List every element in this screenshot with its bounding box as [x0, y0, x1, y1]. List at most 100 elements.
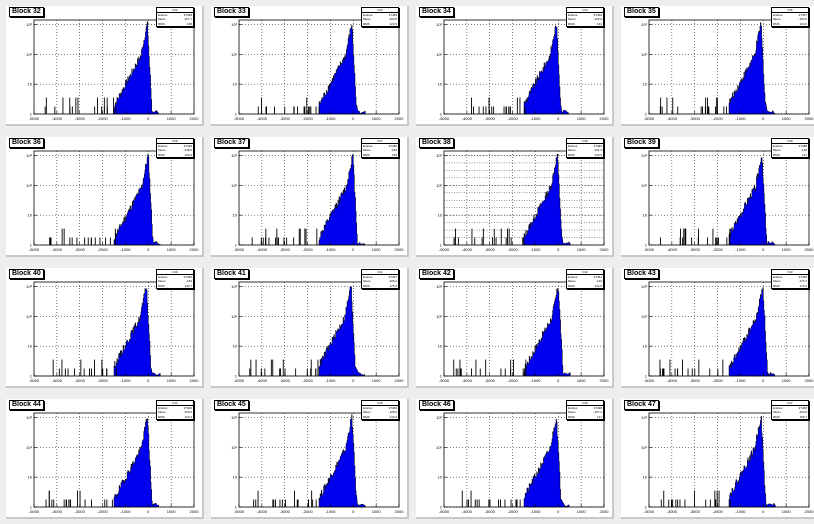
histogram-pad: -5000 -4000 -3000 -2000 -1000 0 1000 2000 1 10 10²… [211, 6, 409, 126]
stats-label: RMS [568, 152, 575, 157]
stats-value: -148.5 [183, 148, 192, 153]
histogram-pad: -5000 -4000 -3000 -2000 -1000 0 1000 2000 1 10 10²… [211, 399, 409, 519]
sparse-bin [683, 228, 685, 245]
sparse-bin [280, 368, 281, 376]
y-tick-label: 10³ [231, 415, 237, 420]
histogram-plot: -5000 -4000 -3000 -2000 -1000 0 1000 2000 1 10 10²… [641, 19, 814, 121]
y-tick-label: 1 [645, 243, 648, 248]
sparse-bin [680, 228, 681, 245]
y-tick-label: 1 [235, 243, 238, 248]
sparse-bin [525, 359, 527, 376]
x-tick-label: 2000 [395, 116, 405, 121]
histogram-fill [523, 153, 571, 246]
sparse-bin [315, 368, 317, 376]
y-tick-label: 1 [235, 112, 238, 117]
stats-row-mean: Mean -173.7 [772, 279, 808, 283]
y-tick-label: 10³ [436, 153, 442, 158]
x-tick-label: -3000 [75, 247, 86, 252]
y-tick-label: 1 [440, 505, 443, 510]
stats-name: h44 [157, 401, 193, 407]
sparse-bin [455, 368, 457, 376]
stats-label: RMS [568, 21, 575, 26]
sparse-bin [524, 106, 526, 114]
histogram-plot: -5000 -4000 -3000 -2000 -1000 0 1000 2000 1 10 10²… [26, 281, 199, 383]
histogram-fill [728, 157, 775, 246]
sparse-bin [729, 228, 731, 245]
sparse-bin [317, 359, 319, 376]
sparse-bin [682, 237, 684, 245]
sparse-bin [513, 359, 514, 376]
sparse-bin [270, 359, 272, 376]
stats-label: Mean [363, 410, 371, 415]
histogram-pad: -5000 -4000 -3000 -2000 -1000 0 1000 2000 1 10 10²… [6, 399, 204, 519]
sparse-bin [668, 499, 670, 507]
y-tick-label: 1 [30, 374, 33, 379]
x-tick-label: 0 [147, 247, 150, 252]
sparse-bin [515, 499, 517, 507]
x-tick-label: 2000 [805, 247, 814, 252]
sparse-bin [274, 106, 275, 114]
sparse-bin [114, 228, 116, 245]
sparse-bin [312, 499, 314, 507]
sparse-bin [510, 499, 512, 507]
stats-value: -151.3 [593, 148, 602, 153]
sparse-bin [705, 499, 707, 507]
x-tick-label: 2000 [190, 509, 200, 514]
sparse-bin [273, 499, 275, 507]
stats-value: 133.4 [184, 414, 192, 419]
y-tick-label: 10² [641, 52, 647, 57]
x-tick-label: 1000 [782, 378, 792, 383]
sparse-bin [305, 228, 307, 245]
stats-value: -148 [800, 148, 807, 153]
sparse-bin [474, 499, 476, 507]
sparse-bin [708, 106, 710, 114]
histogram-fill [523, 287, 571, 377]
stats-value: 133.6 [799, 21, 807, 26]
y-tick-label: 10² [26, 183, 32, 188]
sparse-bin [111, 499, 113, 507]
x-tick-label: 0 [352, 509, 355, 514]
stats-value: -157.2 [593, 410, 602, 415]
x-tick-label: -2000 [507, 509, 518, 514]
histogram-plot: -5000 -4000 -3000 -2000 -1000 0 1000 2000 1 10 10²… [231, 150, 404, 252]
stats-label: Mean [363, 148, 371, 153]
x-tick-label: -3000 [690, 116, 701, 121]
sparse-bin [109, 237, 111, 245]
y-tick-label: 10² [641, 183, 647, 188]
x-tick-label: -4000 [257, 247, 268, 252]
histogram-title: Block 47 [624, 400, 659, 410]
histogram-title: Block 44 [9, 400, 44, 410]
sparse-bin [297, 499, 299, 507]
sparse-bin [489, 499, 491, 507]
sparse-bin [62, 97, 64, 114]
sparse-bin [101, 106, 103, 114]
sparse-bin [90, 237, 92, 245]
stats-value: 37428 [183, 13, 192, 18]
stats-name: h38 [567, 139, 603, 145]
sparse-bin [716, 97, 718, 114]
sparse-bin [315, 499, 317, 507]
stats-row-mean: Mean -157.2 [567, 410, 603, 414]
sparse-bin [500, 499, 501, 507]
plot-frame [443, 150, 605, 246]
x-tick-label: -5000 [234, 378, 245, 383]
x-tick-label: 0 [557, 509, 560, 514]
histogram-fill [113, 21, 159, 115]
sparse-bin [679, 499, 681, 507]
sparse-bin [510, 368, 512, 376]
stats-row-mean: Mean -168.6 [362, 410, 398, 414]
x-tick-label: 0 [762, 247, 765, 252]
y-tick-label: 10³ [641, 153, 647, 158]
sparse-bin [293, 106, 295, 114]
stats-label: Mean [568, 279, 576, 284]
x-tick-label: 0 [762, 116, 765, 121]
sparse-bin [684, 499, 686, 507]
histogram-title: Block 45 [214, 400, 249, 410]
y-tick-label: 1 [440, 112, 443, 117]
sparse-bin [272, 359, 274, 376]
sparse-bin [709, 499, 711, 507]
x-tick-label: -2000 [97, 116, 108, 121]
y-tick-label: 10³ [641, 22, 647, 27]
stats-value: 168 [186, 21, 192, 26]
sparse-bin [707, 237, 708, 245]
